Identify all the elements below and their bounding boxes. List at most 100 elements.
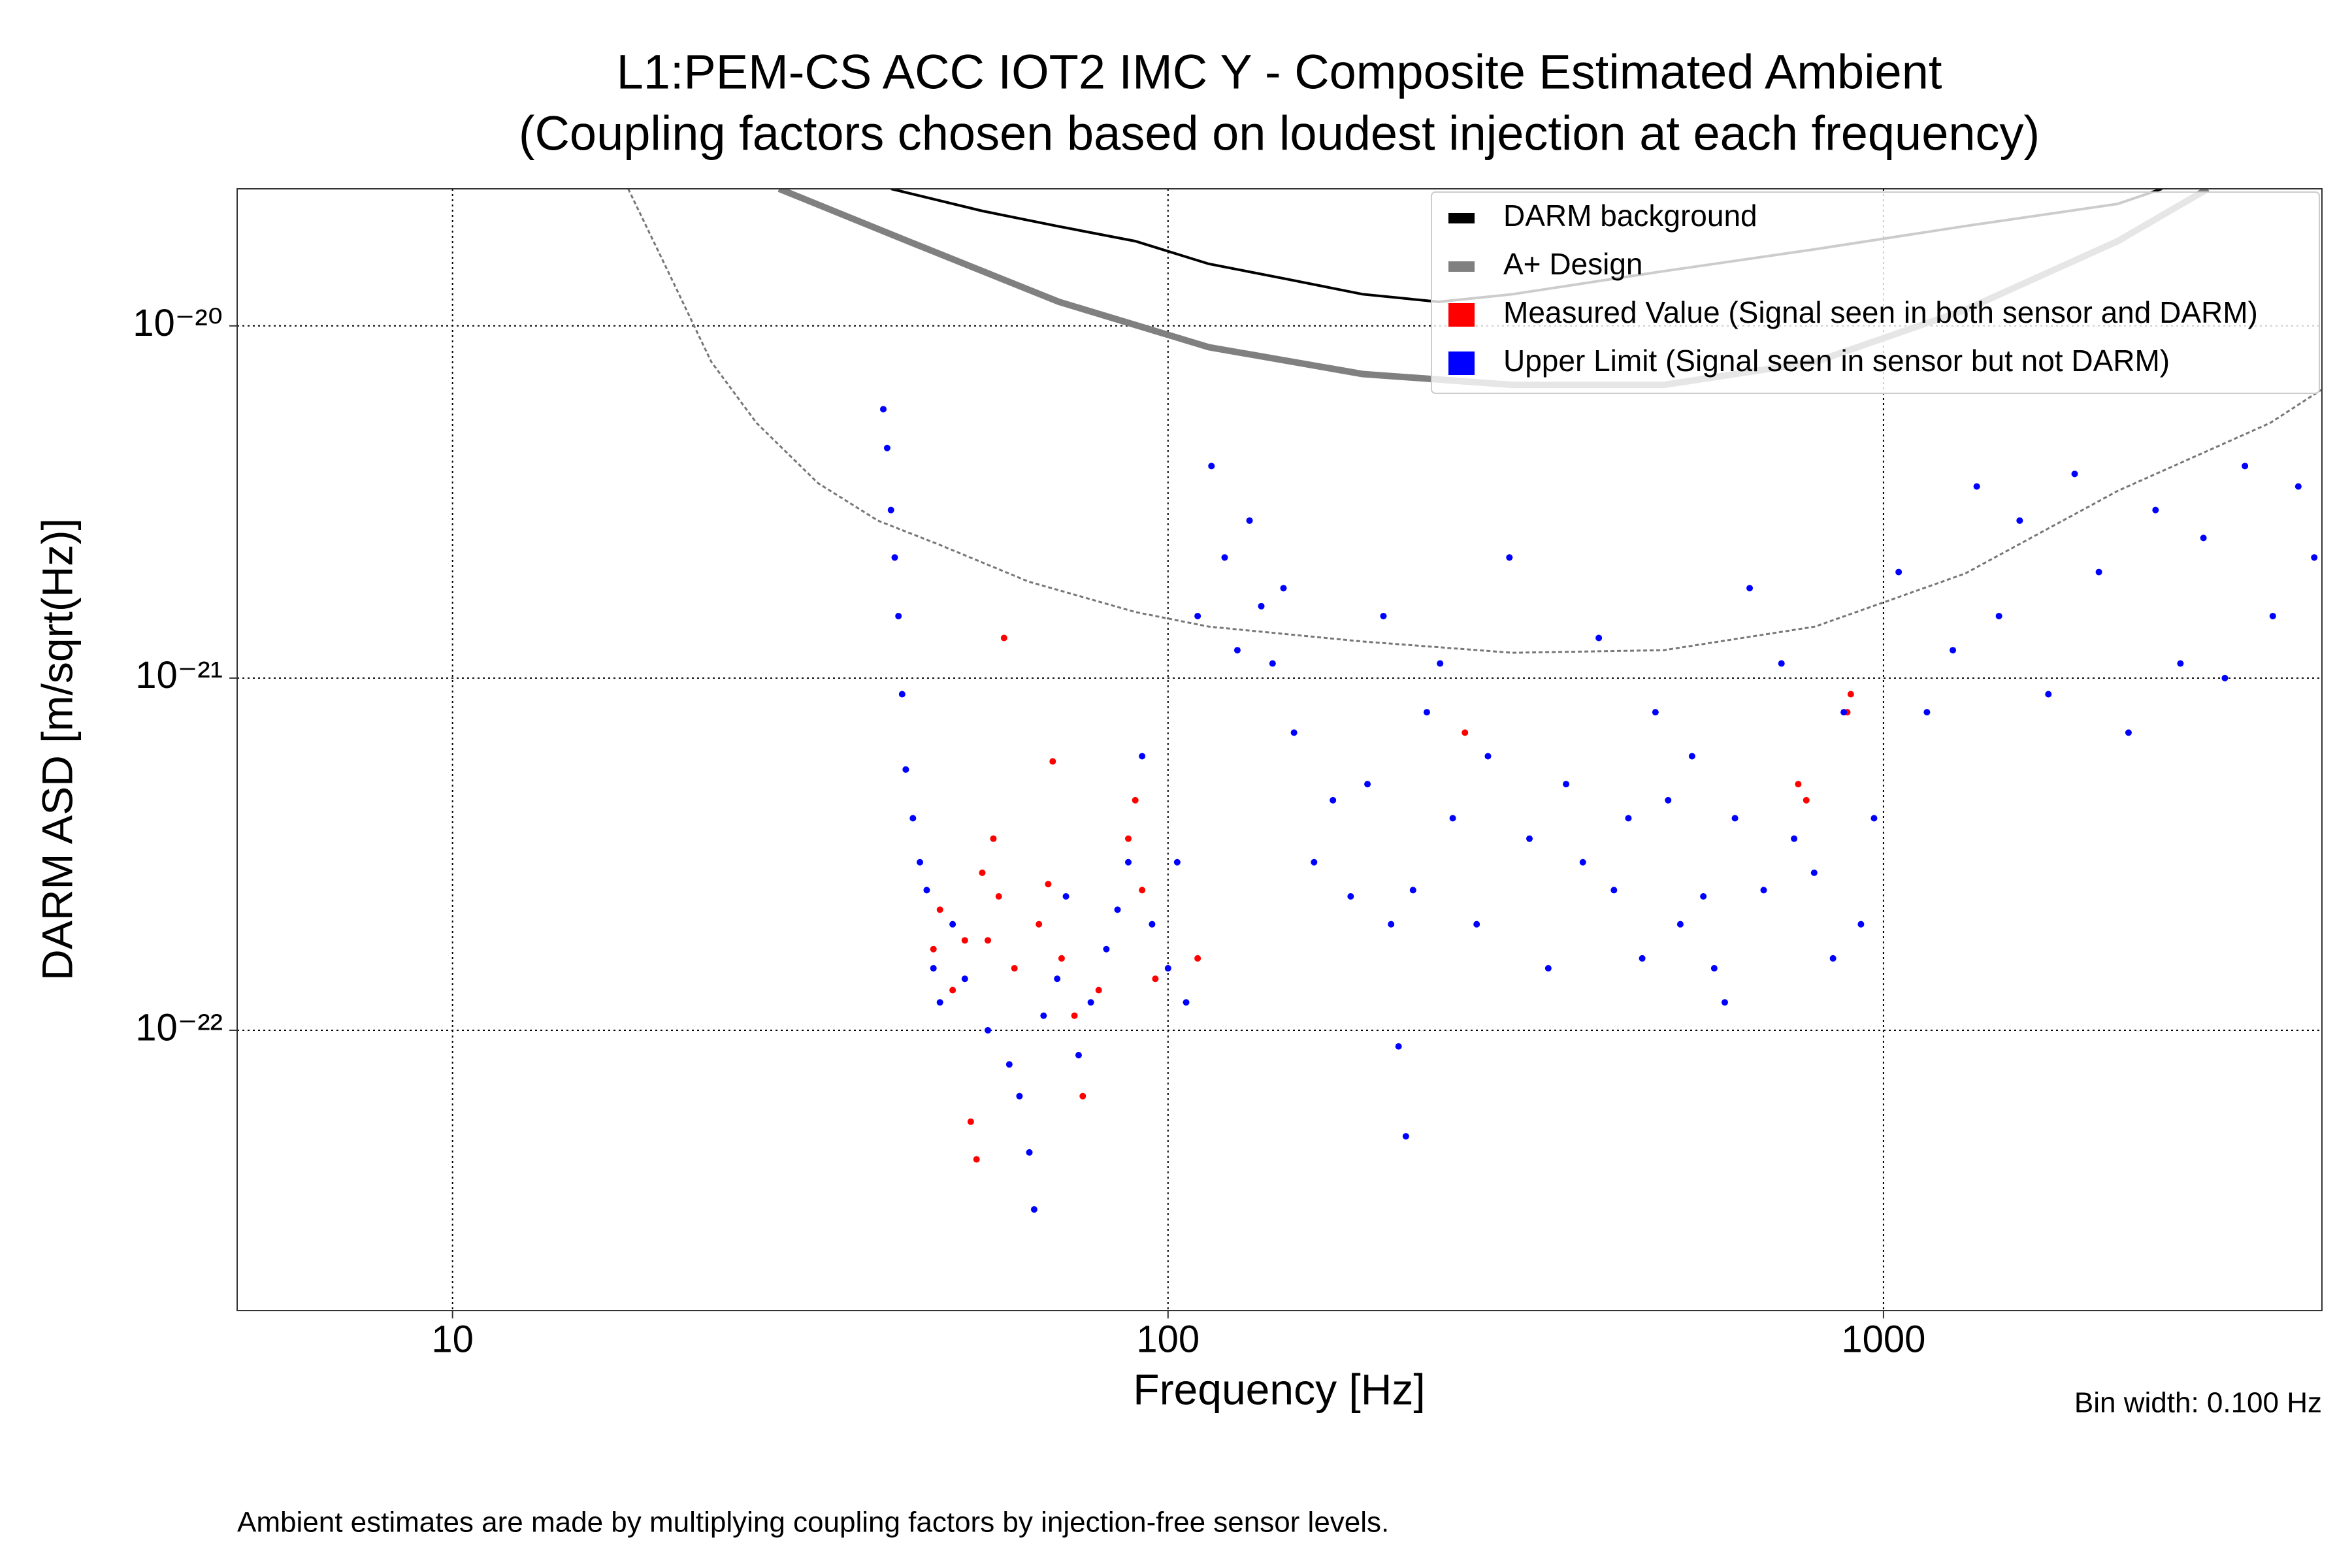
data-point <box>1746 585 1754 592</box>
data-point <box>961 937 968 944</box>
data-point <box>1973 483 1980 490</box>
data-point <box>2200 534 2207 542</box>
data-point <box>1760 887 1767 894</box>
data-point <box>1049 758 1056 765</box>
data-point <box>2045 691 2052 698</box>
data-point <box>1639 955 1646 962</box>
data-point <box>973 1156 980 1163</box>
data-point <box>1036 921 1043 928</box>
data-point <box>1676 921 1684 928</box>
data-point <box>1124 835 1132 842</box>
data-point <box>1149 921 1156 928</box>
plot-frame <box>237 188 2323 1311</box>
data-point <box>1030 1206 1037 1213</box>
data-point <box>1506 554 1513 561</box>
data-point <box>1563 781 1570 788</box>
data-point <box>1778 660 1785 667</box>
y-tick-label: 10⁻²² <box>135 1006 223 1049</box>
dotted-line <box>627 189 2322 654</box>
data-point <box>2016 517 2023 524</box>
data-point <box>1652 709 1659 716</box>
data-point <box>1995 612 2002 619</box>
data-point <box>887 506 894 514</box>
data-point <box>1700 892 1707 900</box>
data-point <box>1269 660 1276 667</box>
data-point <box>1462 729 1469 736</box>
data-point <box>1183 999 1190 1006</box>
data-point <box>1437 660 1444 667</box>
data-point <box>1803 796 1810 804</box>
data-point <box>2152 506 2159 514</box>
data-point <box>2071 470 2078 478</box>
x-tick-label: 10 <box>431 1318 474 1360</box>
x-tick-label: 100 <box>1136 1318 1200 1360</box>
data-point <box>1950 647 1957 654</box>
data-point <box>1045 881 1052 888</box>
data-point <box>1194 612 1201 619</box>
data-point <box>1087 999 1094 1006</box>
legend-swatch <box>1448 303 1475 327</box>
data-point <box>1258 602 1265 610</box>
data-point <box>967 1118 974 1125</box>
legend-label: Upper Limit (Signal seen in sensor but n… <box>1503 344 2170 378</box>
data-point <box>1058 955 1065 962</box>
data-point <box>1847 691 1854 698</box>
data-point <box>961 975 968 983</box>
data-point <box>936 999 943 1006</box>
data-point <box>1829 955 1837 962</box>
data-point <box>985 1026 992 1034</box>
data-point <box>879 406 887 413</box>
data-point <box>985 937 992 944</box>
data-point <box>891 554 898 561</box>
y-axis-label: DARM ASD [m/sqrt(Hz)] <box>33 518 81 981</box>
data-point <box>1139 887 1146 894</box>
data-point <box>1233 647 1241 654</box>
data-point <box>1152 975 1159 983</box>
data-point <box>1311 858 1318 866</box>
data-point <box>1810 869 1818 876</box>
chart-subtitle: (Coupling factors chosen based on loudes… <box>519 106 2040 161</box>
data-point <box>2311 554 2318 561</box>
data-point <box>1221 554 1228 561</box>
data-point <box>1395 1043 1402 1050</box>
data-point <box>1388 921 1395 928</box>
legend-swatch <box>1448 351 1475 375</box>
data-point <box>1665 796 1672 804</box>
data-point <box>909 815 917 822</box>
data-point <box>1132 796 1139 804</box>
legend-label: DARM background <box>1503 199 1757 233</box>
footnote: Ambient estimates are made by multiplyin… <box>237 1507 1389 1539</box>
annotation: Bin width: 0.100 Hz <box>2074 1387 2322 1419</box>
data-point <box>1016 1092 1023 1100</box>
data-point <box>1610 887 1618 894</box>
data-point <box>1026 1149 1033 1156</box>
data-point <box>1164 965 1171 972</box>
data-point <box>1625 815 1632 822</box>
legend: DARM background A+ Design Measured Value (… <box>1431 191 2320 394</box>
data-point <box>2095 568 2102 576</box>
data-point <box>1280 585 1287 592</box>
data-point <box>1380 612 1387 619</box>
data-point <box>1208 463 1215 470</box>
data-point <box>1040 1012 1047 1019</box>
x-axis-label: Frequency [Hz] <box>1133 1365 1426 1413</box>
data-point <box>902 766 909 773</box>
data-point <box>1923 709 1931 716</box>
data-point <box>930 945 937 953</box>
data-point <box>2221 674 2229 681</box>
data-point <box>1544 965 1552 972</box>
data-point <box>1347 892 1354 900</box>
data-point <box>1526 835 1533 842</box>
legend-label: Measured Value (Signal seen in both sens… <box>1503 295 2258 329</box>
data-point <box>2242 463 2249 470</box>
data-point <box>1473 921 1480 928</box>
data-point <box>1290 729 1298 736</box>
data-point <box>1000 634 1007 642</box>
x-tick-label: 1000 <box>1841 1318 1925 1360</box>
y-tick-label: 10⁻²⁰ <box>133 302 223 344</box>
data-point <box>898 691 906 698</box>
data-point <box>1402 1133 1409 1140</box>
data-point <box>949 921 956 928</box>
data-point <box>2295 483 2302 490</box>
data-point <box>1246 517 1253 524</box>
